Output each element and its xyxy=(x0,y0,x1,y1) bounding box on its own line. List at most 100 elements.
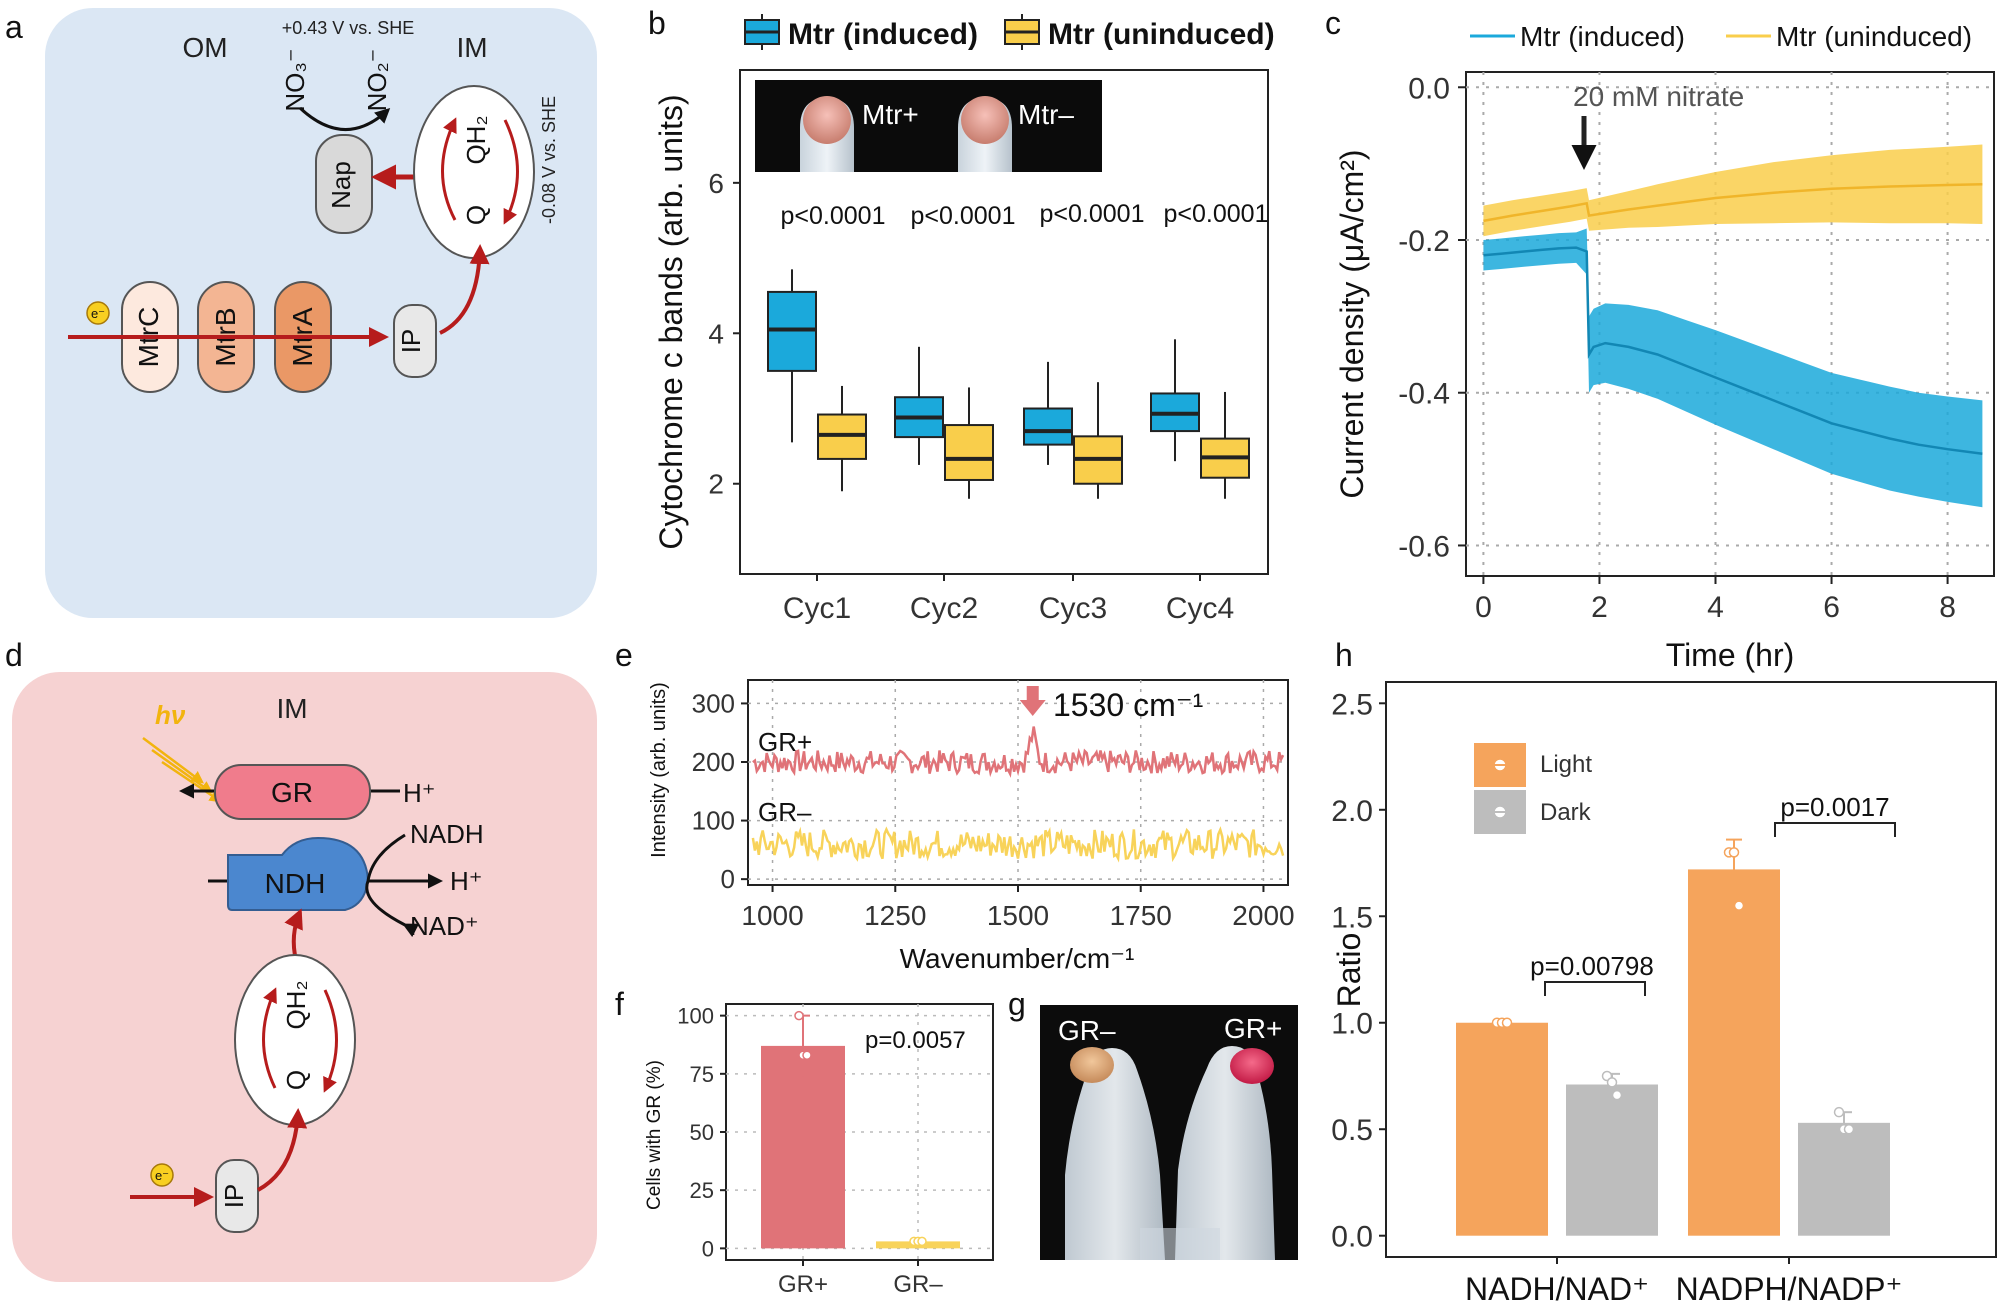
axis-f: 0 25 50 75 100 GR+ GR– xyxy=(677,1004,993,1298)
electron-icon xyxy=(86,301,110,325)
pellet-gr-plus xyxy=(1230,1048,1274,1084)
y-tick-label-f: 0 xyxy=(702,1236,714,1261)
panel-label-f: f xyxy=(615,986,624,1022)
point-f xyxy=(802,1050,812,1060)
ip-protein-d xyxy=(215,1159,259,1233)
panel-label-b: b xyxy=(648,5,666,41)
axis-e: 1000 1250 1500 1750 2000 0 100 200 300 xyxy=(692,680,1295,931)
gr-label: GR xyxy=(271,777,313,808)
ylabel-e: Intensity (arb. units) xyxy=(648,682,670,858)
legend-b-induced-label: Mtr (induced) xyxy=(788,18,978,51)
point-f xyxy=(794,1010,804,1021)
panel-label-h: h xyxy=(1335,637,1353,673)
light-ray-2 xyxy=(151,748,214,794)
series-label-gr-plus: GR+ xyxy=(758,727,812,757)
hv-label: hν xyxy=(155,700,186,730)
peak-arrow-shaft xyxy=(1026,686,1039,700)
point-h xyxy=(1611,1089,1623,1101)
y-tick-label-b: 2 xyxy=(708,469,724,500)
box-1-1 xyxy=(944,424,994,481)
bar-dark-0 xyxy=(1566,1084,1658,1236)
spectrum-gr-minus xyxy=(751,826,1285,863)
x-tick-label-h: NADPH/NADP⁺ xyxy=(1676,1271,1903,1307)
y-tick-label-h: 1.5 xyxy=(1331,901,1373,934)
axis-b: 2 4 6 Cyc1 Cyc2 Cyc3 Cyc4 xyxy=(708,168,1234,625)
pvalue-b-1: p<0.0001 xyxy=(781,202,886,230)
panel-label-a: a xyxy=(5,9,23,45)
legend-c: Mtr (induced) Mtr (uninduced) xyxy=(1470,21,1972,52)
photo-inset-b: Mtr+ Mtr– xyxy=(755,80,1102,172)
qh2-label-d: QH₂ xyxy=(281,980,311,1029)
light-ray-1 xyxy=(142,736,205,784)
y-tick-label-f: 25 xyxy=(690,1178,714,1203)
electron-icon-d xyxy=(150,1163,174,1187)
y-tick-label-e: 100 xyxy=(692,806,735,836)
ip-label-d: IP xyxy=(219,1184,249,1209)
chart-b: Mtr (induced) Mtr (uninduced) Mtr+ Mtr– … xyxy=(653,14,1275,625)
diagram-a: OM IM +0.43 V vs. SHE -0.08 V vs. SHE NO₃⁻ NO… xyxy=(45,8,597,618)
boxes-b xyxy=(767,269,1250,499)
ip-to-quinone-arrow-d xyxy=(257,1108,308,1192)
diagram-d: IM hν GR H⁺ NDH NADH H⁺ NAD⁺ QH₂ Qe⁻ IP xyxy=(12,672,597,1282)
ip-label-a: IP xyxy=(396,329,426,354)
x-tick-label-h: NADH/NAD⁺ xyxy=(1465,1271,1649,1307)
series-e xyxy=(751,686,1285,863)
photo-label-mtr-minus: Mtr– xyxy=(1018,99,1074,130)
band-induced xyxy=(1483,228,1983,508)
x-tick-label-e: 1250 xyxy=(864,900,926,931)
pvalue-h-2: p=0.0017 xyxy=(1780,792,1889,822)
legend-c-induced-label: Mtr (induced) xyxy=(1520,21,1685,52)
x-tick-label-b: Cyc2 xyxy=(910,592,978,625)
ip-to-quinone-arrow xyxy=(439,244,490,335)
q-cycle-right xyxy=(503,119,519,225)
y-tick-label-c: -0.4 xyxy=(1398,378,1450,411)
y-tick-label-f: 75 xyxy=(690,1062,714,1087)
box-0-2 xyxy=(1023,407,1073,446)
im-label: IM xyxy=(456,32,487,63)
gr-protein xyxy=(214,764,371,820)
hplus-gr-label: H⁺ xyxy=(403,778,436,808)
photo-g: GR– GR+ xyxy=(1040,1005,1298,1260)
nap-label: Nap xyxy=(326,161,356,209)
no3-label: NO₃⁻ xyxy=(280,48,310,111)
x-tick-label-e: 1750 xyxy=(1110,900,1172,931)
x-tick-label-c: 8 xyxy=(1939,591,1956,624)
electron-label: e⁻ xyxy=(91,306,105,321)
x-tick-label-e: 2000 xyxy=(1232,900,1294,931)
ndh-label: NDH xyxy=(265,868,326,899)
qh2-label: QH₂ xyxy=(461,115,491,164)
q-label: Q xyxy=(461,205,491,225)
photo-g-label-gr-minus: GR– xyxy=(1058,1015,1116,1046)
y-tick-label-h: 2.5 xyxy=(1331,688,1373,721)
nitrate-arrow xyxy=(298,106,391,131)
x-tick-label-b: Cyc3 xyxy=(1039,592,1107,625)
potential-top-label: +0.43 V vs. SHE xyxy=(282,18,415,38)
sig-bracket-h xyxy=(1774,822,1896,837)
xlabel-e: Wavenumber/cm⁻¹ xyxy=(900,943,1135,974)
x-tick-label-f: GR– xyxy=(893,1271,943,1298)
pvalue-b-2: p<0.0001 xyxy=(911,202,1016,230)
x-tick-label-c: 2 xyxy=(1591,591,1608,624)
point-h xyxy=(1843,1123,1855,1135)
ylabel-b: Cytochrome c bands (arb. units) xyxy=(653,94,689,549)
nadh-label: NADH xyxy=(410,819,484,849)
y-tick-label-h: 1.0 xyxy=(1331,1008,1373,1041)
y-tick-label-e: 300 xyxy=(692,688,735,718)
ip-protein-a xyxy=(393,304,437,378)
q-cycle-left-d xyxy=(262,987,277,1089)
x-tick-label-f: GR+ xyxy=(778,1271,828,1298)
point-f xyxy=(917,1236,927,1247)
q-cycle-left xyxy=(441,117,457,221)
point-h xyxy=(1501,1017,1513,1028)
x-tick-label-e: 1000 xyxy=(741,900,803,931)
electron-label-d: e⁻ xyxy=(155,1168,169,1183)
y-tick-label-c: -0.2 xyxy=(1398,225,1450,258)
series-label-gr-minus: GR– xyxy=(758,797,812,827)
legend-h-light-label: Light xyxy=(1540,751,1592,778)
panel-label-c: c xyxy=(1325,5,1341,41)
point-h xyxy=(1728,847,1740,858)
panel-label-d: d xyxy=(5,637,23,673)
y-tick-label-c: -0.6 xyxy=(1398,530,1450,563)
pvalue-h-1: p=0.00798 xyxy=(1530,951,1654,981)
